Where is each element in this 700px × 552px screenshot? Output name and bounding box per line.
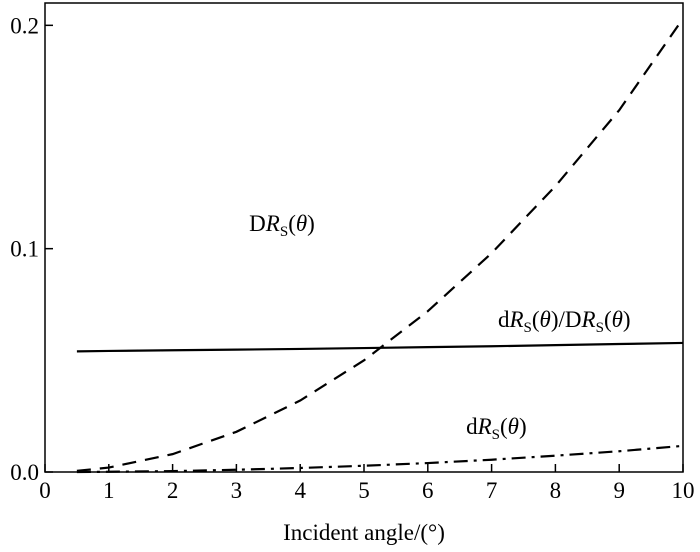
annotation-part: d [466,414,478,439]
x-axis-label: Incident angle/(°) [283,520,445,545]
data-line [76,341,684,353]
annotation-part: D [249,211,266,236]
annotation-part: θ [508,414,519,439]
annotation-part: θ [296,211,307,236]
annotation: DRS(θ) [249,211,315,240]
y-tick-label: 0.0 [10,460,39,485]
x-tick-label: 3 [231,478,243,503]
annotation-part: ) [307,211,315,236]
annotation-part: θ [612,307,623,332]
x-tick-label: 9 [613,478,625,503]
x-tick-label: 4 [294,478,306,503]
y-tick-label: 0.1 [10,237,39,262]
annotation-part: ) [623,307,631,332]
annotation-part: ) [519,414,527,439]
annotation-part: S [492,427,500,443]
annotation-part: R [508,307,523,332]
annotation-part: S [596,320,604,336]
x-tick-label: 2 [167,478,179,503]
annotation-part: ( [532,307,540,332]
x-tick-label: 8 [550,478,562,503]
annotation-part: R [477,414,492,439]
annotation-part: θ [540,307,551,332]
annotation-part: S [280,224,288,240]
x-tick-label: 1 [103,478,115,503]
y-tick-label: 0.2 [10,13,39,38]
x-tick-label: 0 [39,478,51,503]
annotation-part: R [581,307,596,332]
x-tick-label: 10 [672,478,695,503]
x-tick-label: 5 [358,478,370,503]
x-tick-label: 6 [422,478,434,503]
annotation-part: ( [500,414,508,439]
annotation-part: )/D [551,307,582,332]
annotation-part: ( [604,307,612,332]
annotation: dRS(θ)/DRS(θ) [498,307,631,336]
data-line [76,444,684,474]
data-line [76,18,684,472]
annotation: dRS(θ) [466,414,527,443]
annotation-part: S [524,320,532,336]
annotation-part: d [498,307,510,332]
annotation-part: ( [288,211,296,236]
x-tick-label: 7 [486,478,498,503]
plot-frame [44,2,684,473]
annotation-part: R [265,211,280,236]
